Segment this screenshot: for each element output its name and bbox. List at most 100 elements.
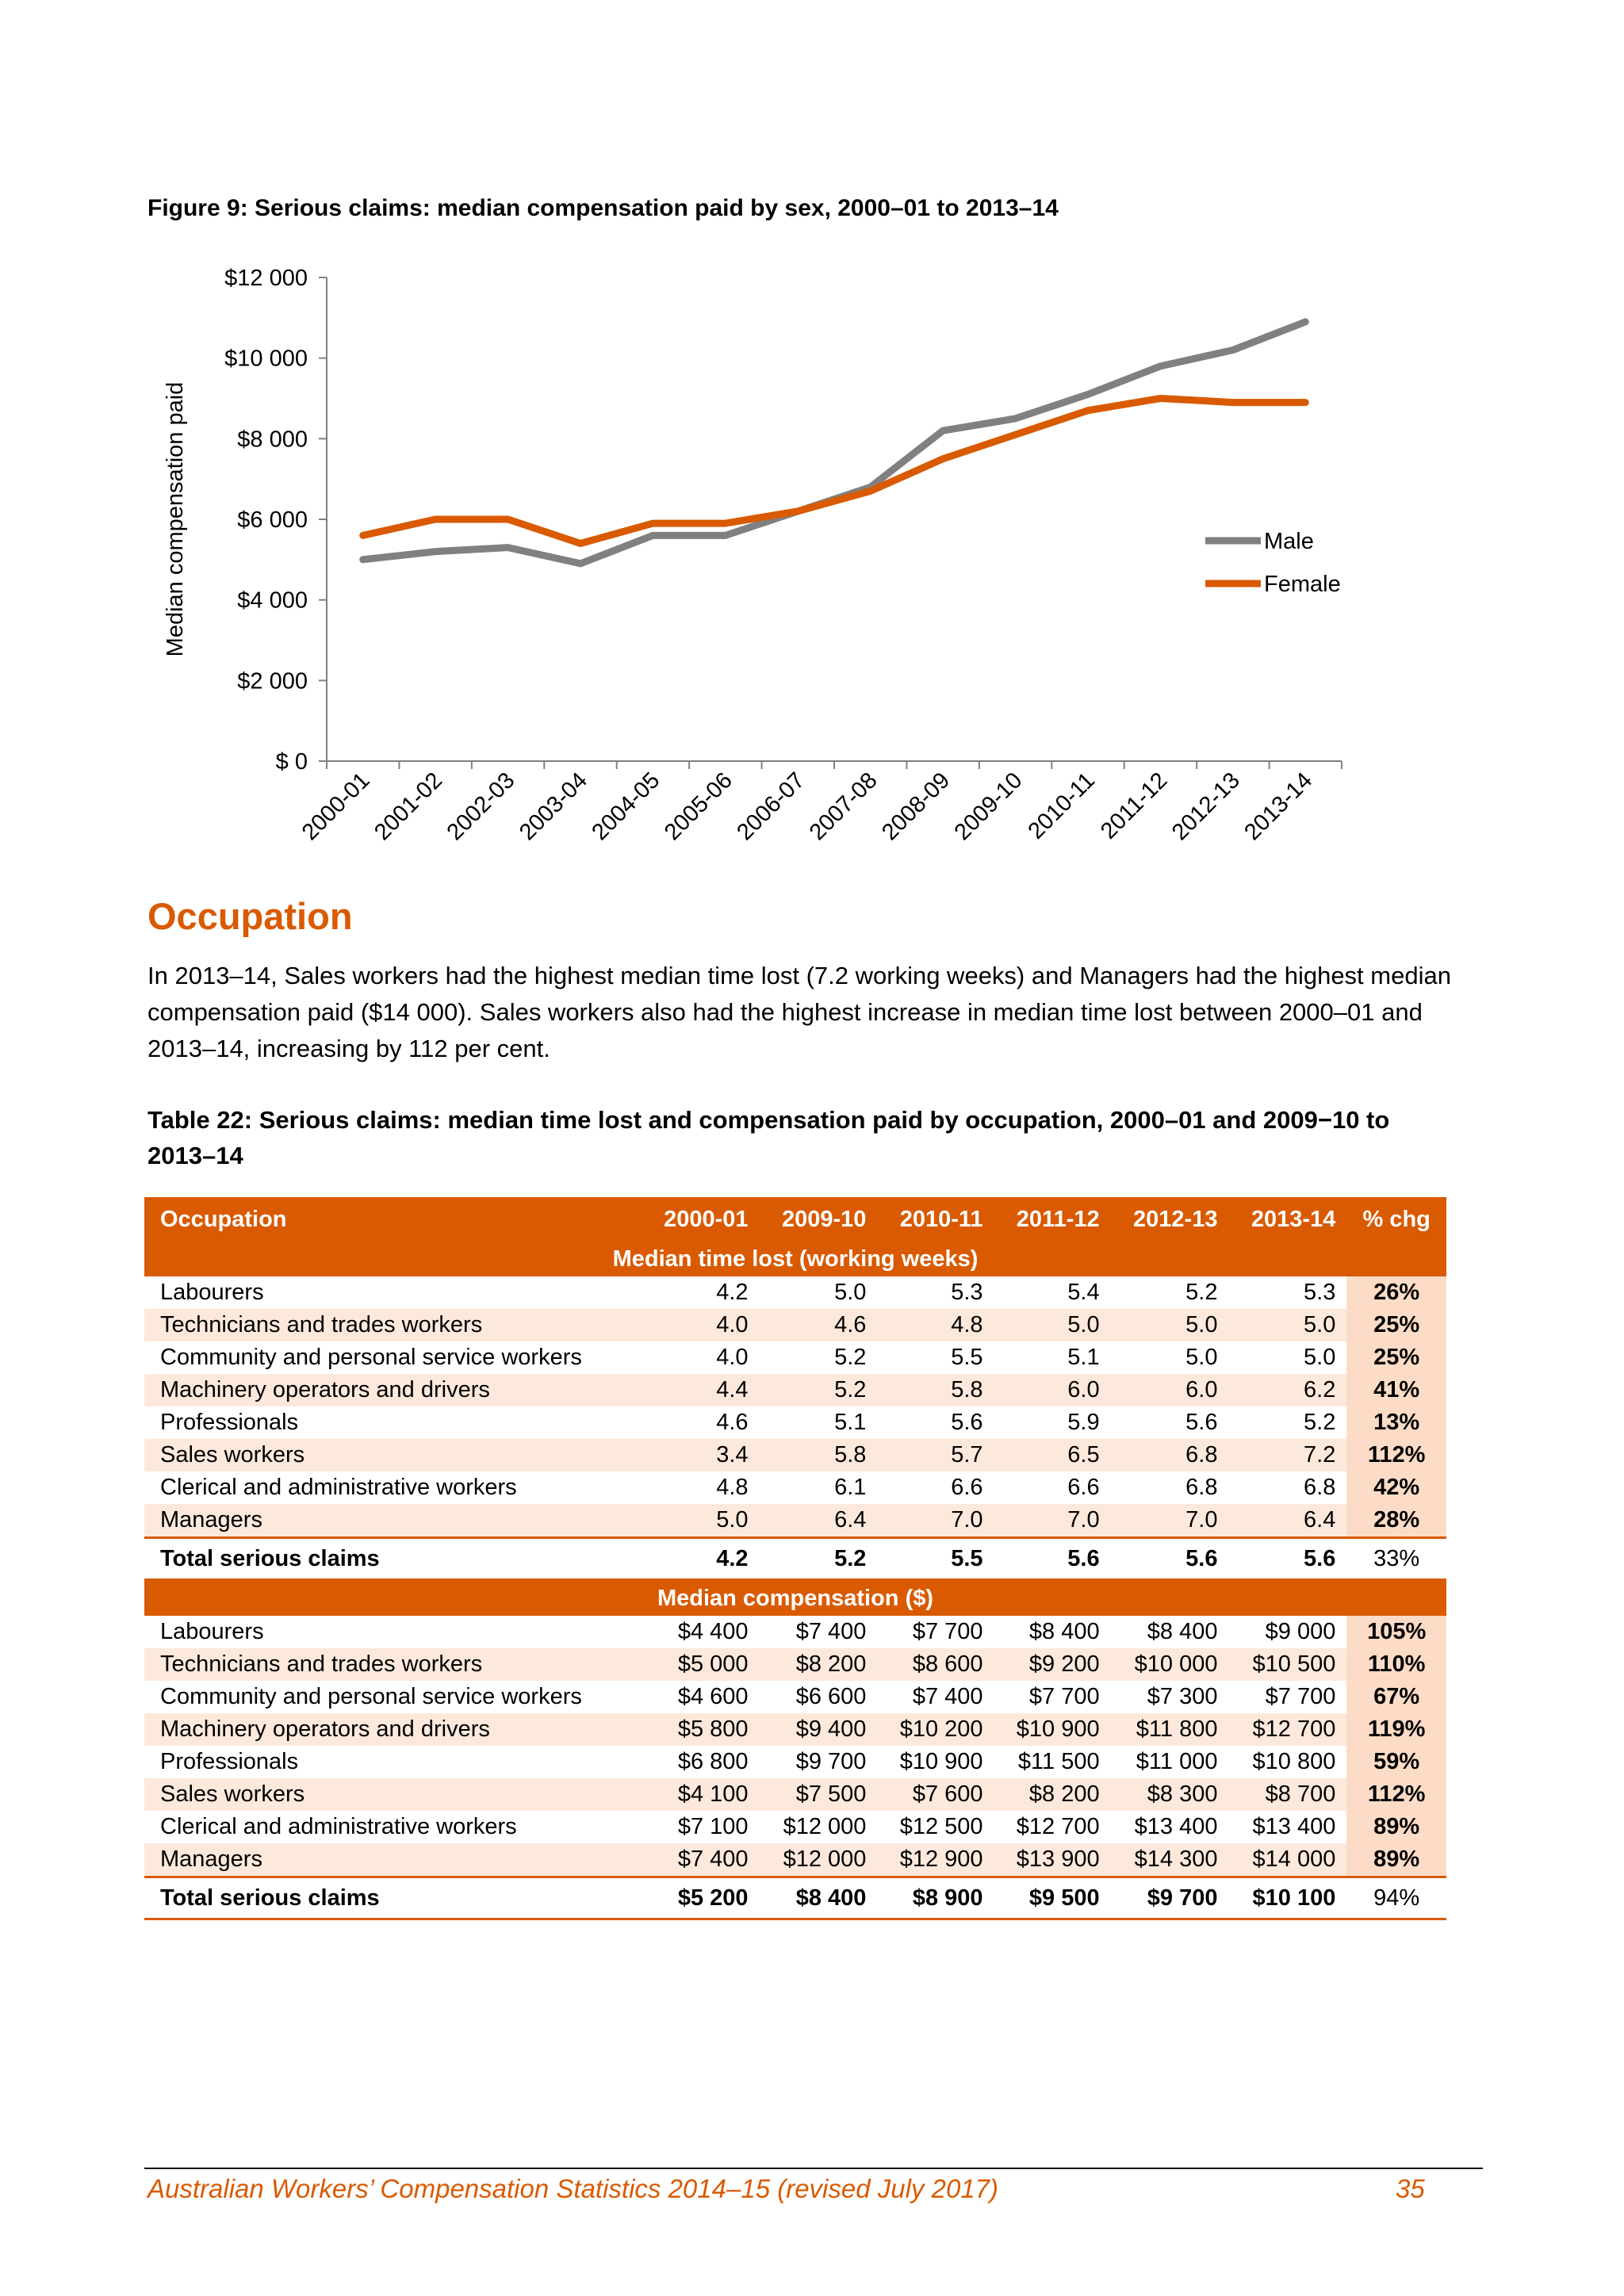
- value-cell: $8 700: [1228, 1778, 1347, 1811]
- pct-change-cell: 89%: [1346, 1811, 1446, 1843]
- value-cell: $7 600: [877, 1778, 994, 1811]
- value-cell: $10 200: [877, 1713, 994, 1746]
- value-cell: 4.0: [641, 1309, 760, 1341]
- value-cell: $14 000: [1228, 1843, 1347, 1877]
- value-cell: $9 000: [1265, 1619, 1336, 1644]
- x-tick-label: 2012-13: [1167, 767, 1245, 845]
- value-cell: $13 400: [1134, 1814, 1218, 1839]
- value-cell: $8 400: [759, 1876, 878, 1920]
- value-cell: $10 900: [994, 1713, 1111, 1746]
- table-row: Sales workers 3.4 5.8 5.7 6.5 6.8 7.2 112%: [144, 1439, 1446, 1471]
- value-cell: $8 600: [877, 1648, 994, 1681]
- occupation-cell: Professionals: [160, 1749, 299, 1774]
- value-cell: $12 000: [759, 1843, 878, 1877]
- table-row: Professionals 4.6 5.1 5.6 5.9 5.6 5.2 13%: [144, 1406, 1446, 1439]
- x-tick-label: 2006-07: [732, 767, 810, 845]
- table-row: Clerical and administrative workers 4.8 6.…: [144, 1471, 1446, 1504]
- table-row: Technicians and trades workers $5 000 $8 2…: [144, 1648, 1446, 1681]
- value-cell: 4.4: [641, 1374, 760, 1406]
- table-section-row: Median time lost (working weeks): [144, 1242, 1446, 1276]
- pct-change-cell: 25%: [1346, 1341, 1446, 1374]
- occupation-cell: Sales workers: [144, 1439, 642, 1471]
- pct-change-cell: 25%: [1346, 1309, 1446, 1341]
- value-cell: $7 700: [1028, 1684, 1100, 1709]
- x-tick-label: 2007-08: [805, 767, 883, 845]
- value-cell: 5.9: [1067, 1410, 1100, 1435]
- value-cell: $5 800: [641, 1713, 760, 1746]
- value-cell: 5.2: [1304, 1410, 1336, 1435]
- value-cell: $7 400: [641, 1843, 760, 1877]
- table-row: Technicians and trades workers 4.0 4.6 4.8 5…: [144, 1309, 1446, 1341]
- value-cell: $7 700: [1265, 1684, 1336, 1709]
- occupation-table: Occupation 2000-01 2009-10 2010-11 2011-…: [144, 1197, 1446, 1920]
- value-cell: 4.6: [759, 1309, 878, 1341]
- header-pct-change: % chg: [1346, 1197, 1446, 1242]
- value-cell: 6.5: [994, 1439, 1111, 1471]
- y-tick-label: $4 000: [237, 588, 308, 614]
- y-tick-label: $2 000: [237, 668, 308, 694]
- section-heading: Occupation: [147, 895, 353, 937]
- table-row: Clerical and administrative workers $7 10…: [144, 1811, 1446, 1843]
- header-2012-13: 2012-13: [1110, 1197, 1229, 1242]
- table-row: Community and personal service workers $4…: [144, 1681, 1446, 1713]
- value-cell: 5.0: [1228, 1309, 1347, 1341]
- value-cell: 6.1: [834, 1475, 867, 1500]
- value-cell: 5.2: [759, 1536, 878, 1581]
- value-cell: $7 100: [677, 1814, 749, 1839]
- table-row: Sales workers $4 100 $7 500 $7 600 $8 200 $8 …: [144, 1778, 1446, 1811]
- value-cell: 3.4: [641, 1439, 760, 1471]
- legend-label-male: Male: [1264, 529, 1314, 554]
- pct-change-cell: 41%: [1346, 1374, 1446, 1406]
- pct-change-cell: 112%: [1346, 1778, 1446, 1811]
- occupation-cell: Machinery operators and drivers: [144, 1374, 642, 1406]
- value-cell: 6.8: [1110, 1439, 1229, 1471]
- table-header-row: Occupation 2000-01 2009-10 2010-11 2011-…: [144, 1197, 1446, 1242]
- header-2011-12: 2011-12: [994, 1197, 1111, 1242]
- series-line-male: [359, 318, 1309, 568]
- value-cell: 4.8: [716, 1475, 749, 1500]
- x-tick-label: 2002-03: [442, 767, 520, 845]
- series-line-female: [359, 395, 1309, 547]
- value-cell: $10 500: [1228, 1648, 1347, 1681]
- occupation-cell: Clerical and administrative workers: [160, 1475, 517, 1500]
- value-cell: 5.1: [1067, 1345, 1100, 1370]
- value-cell: 6.4: [759, 1504, 878, 1538]
- value-cell: $12 700: [1228, 1713, 1347, 1746]
- occupation-cell: Managers: [144, 1504, 642, 1538]
- figure-title: Figure 9: Serious claims: median compens…: [147, 195, 1059, 221]
- value-cell: $10 100: [1228, 1876, 1347, 1920]
- table-row: Managers 5.0 6.4 7.0 7.0 7.0 6.4 28%: [144, 1504, 1446, 1538]
- value-cell: 4.2: [641, 1536, 760, 1581]
- x-tick-label: 2005-06: [660, 767, 737, 845]
- value-cell: $8 900: [877, 1876, 994, 1920]
- value-cell: 6.4: [1228, 1504, 1347, 1538]
- occupation-cell: Community and personal service workers: [160, 1345, 582, 1370]
- value-cell: 6.8: [1304, 1475, 1336, 1500]
- value-cell: $4 100: [641, 1778, 760, 1811]
- value-cell: 5.3: [1304, 1280, 1336, 1305]
- table-row: Professionals $6 800 $9 700 $10 900 $11 500 $…: [144, 1746, 1446, 1778]
- x-tick-label: 2010-11: [1024, 767, 1100, 844]
- value-cell: 7.0: [877, 1504, 994, 1538]
- value-cell: $8 200: [759, 1648, 878, 1681]
- table-row: Machinery operators and drivers 4.4 5.2 5.8…: [144, 1374, 1446, 1406]
- pct-change-cell: 89%: [1346, 1843, 1446, 1877]
- value-cell: $13 400: [1252, 1814, 1336, 1839]
- value-cell: $8 400: [1147, 1619, 1218, 1644]
- value-cell: 5.1: [834, 1410, 867, 1435]
- value-cell: 6.0: [994, 1374, 1111, 1406]
- value-cell: 4.0: [716, 1345, 749, 1370]
- value-cell: 5.2: [834, 1345, 867, 1370]
- table-total-row: Total serious claims 4.2 5.2 5.5 5.6 5.6 5.6 33…: [144, 1536, 1446, 1581]
- value-cell: 4.8: [877, 1309, 994, 1341]
- value-cell: $6 600: [795, 1684, 867, 1709]
- table-row: Community and personal service workers 4.…: [144, 1341, 1446, 1374]
- occupation-cell: Labourers: [160, 1280, 264, 1305]
- table-section-row: Median compensation ($): [144, 1579, 1446, 1616]
- value-cell: $7 400: [912, 1684, 983, 1709]
- occupation-cell: Labourers: [160, 1619, 264, 1644]
- value-cell: 5.5: [951, 1345, 983, 1370]
- y-axis-label: Median compensation paid: [163, 382, 188, 657]
- section-label: Median compensation ($): [144, 1579, 1446, 1616]
- value-cell: $12 900: [877, 1843, 994, 1877]
